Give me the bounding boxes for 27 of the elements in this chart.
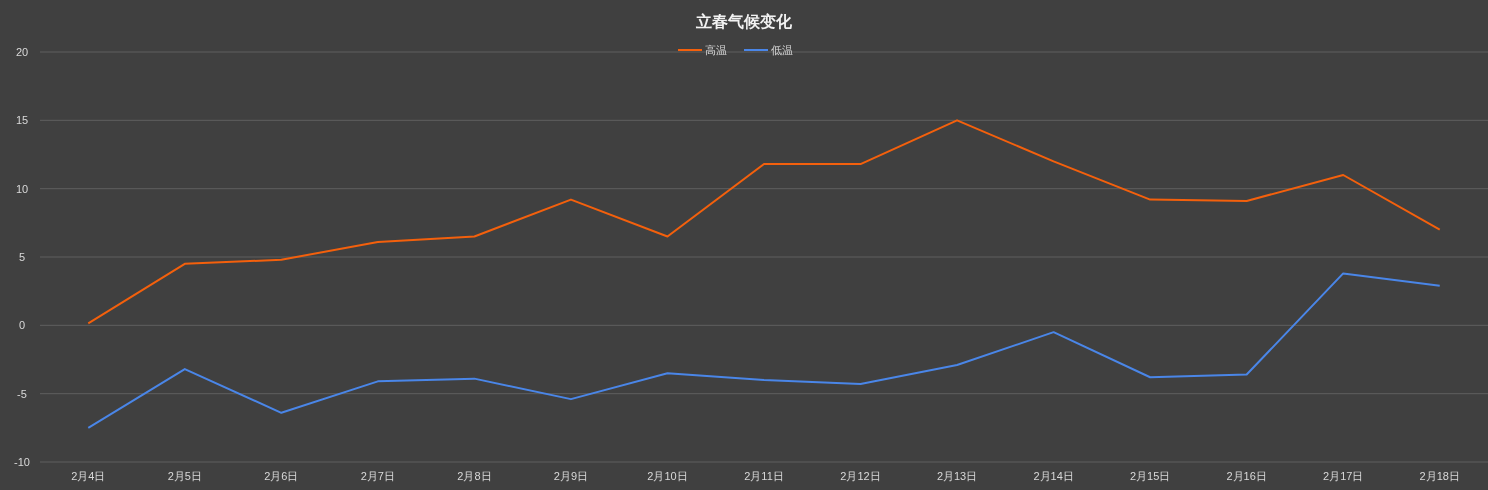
x-tick-label: 2月14日	[1033, 470, 1074, 482]
y-tick-label: 15	[15, 114, 29, 127]
y-tick-label: 0	[18, 319, 26, 332]
x-tick-label: 2月10日	[647, 470, 688, 482]
x-tick-label: 2月7日	[360, 470, 395, 482]
y-tick-label: 5	[18, 251, 26, 263]
legend-label: 高温	[705, 44, 727, 56]
x-tick-label: 2月12日	[840, 470, 881, 482]
x-tick-label: 2月15日	[1129, 470, 1171, 482]
x-tick-label: 2月16日	[1226, 470, 1267, 482]
x-tick-label: 2月17日	[1323, 470, 1364, 482]
x-tick-label: 2月5日	[167, 470, 202, 482]
legend-label: 低温	[771, 44, 793, 56]
y-tick-label: -10	[14, 456, 30, 468]
y-tick-label: 10	[15, 182, 29, 195]
line-series	[87, 119, 1441, 325]
x-tick-label: 2月8日	[457, 470, 492, 482]
y-tick-label: 20	[15, 46, 29, 58]
x-tick-label: 2月6日	[264, 470, 299, 482]
y-tick-label: -5	[17, 387, 27, 400]
x-tick-label: 2月9日	[553, 470, 589, 482]
x-tick-label: 2月13日	[936, 470, 978, 482]
x-tick-label: 2月11日	[744, 470, 784, 482]
line-series	[87, 272, 1441, 429]
chart-title: 立春气候变化	[695, 12, 793, 30]
x-tick-label: 2月4日	[71, 470, 106, 482]
x-tick-label: 2月18日	[1419, 470, 1460, 482]
